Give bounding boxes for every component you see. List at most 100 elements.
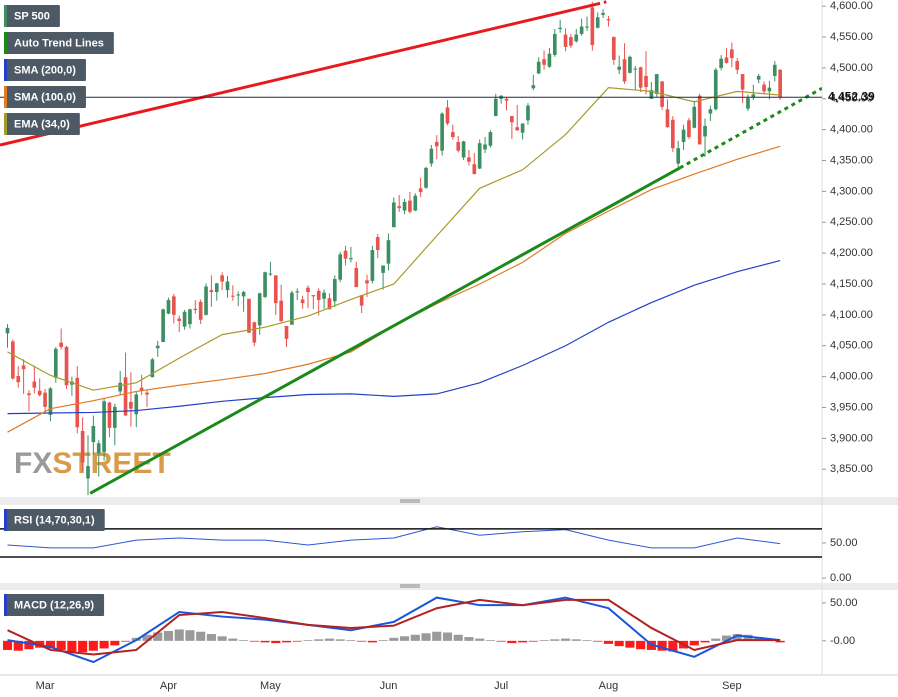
candle-body — [295, 291, 300, 293]
legend-item-box — [4, 113, 80, 135]
candle-body — [327, 298, 332, 310]
indicator-line — [7, 145, 781, 433]
candle-body — [681, 129, 686, 142]
candle-body — [488, 132, 493, 146]
candle-body — [188, 309, 192, 325]
candle-body — [687, 120, 691, 138]
histogram-bar — [700, 640, 710, 643]
legend-item: EMA (34,0) — [4, 113, 80, 135]
histogram-bar — [432, 631, 442, 641]
panel-separator[interactable] — [0, 497, 898, 505]
candle-body — [263, 272, 267, 297]
watermark: FXSTREET — [14, 447, 171, 480]
histogram-bar — [732, 634, 742, 641]
candle-body — [676, 148, 681, 164]
candle-body — [236, 294, 241, 296]
x-tick-label: Jun — [380, 680, 398, 692]
y-tick-label: 4,500.00 — [830, 62, 873, 74]
y-tick-label: 4,150.00 — [830, 278, 873, 290]
legend-item-swatch — [4, 86, 7, 108]
candle-body — [461, 141, 466, 158]
candle-body — [756, 75, 761, 80]
histogram-bar — [110, 640, 120, 646]
histogram-bar — [775, 640, 785, 643]
candle-body — [27, 393, 31, 396]
candle-body — [316, 290, 321, 301]
candle-body — [547, 53, 552, 67]
candle-body — [504, 98, 509, 101]
candle-body — [241, 292, 246, 297]
histogram-bar — [196, 631, 206, 641]
histogram-bar — [24, 640, 34, 650]
candle-body — [617, 66, 622, 70]
candle-body — [231, 295, 235, 297]
histogram-bar — [389, 637, 399, 641]
histogram-bar — [314, 639, 324, 641]
histogram-bar — [281, 640, 292, 643]
panel-title-swatch — [4, 594, 7, 616]
histogram-bar — [636, 640, 646, 650]
candle-body — [284, 325, 289, 339]
candle-body — [703, 125, 707, 137]
histogram-bar — [625, 640, 635, 648]
candle-body — [418, 188, 423, 193]
candle-body — [772, 64, 777, 76]
candle-body — [628, 56, 632, 73]
candle-body — [375, 237, 380, 251]
candle-body — [247, 298, 251, 333]
candle-body — [751, 94, 756, 98]
histogram-bar — [260, 640, 270, 643]
candle-body — [91, 426, 96, 443]
legend-item-text: Auto Trend Lines — [14, 37, 104, 49]
histogram-bar — [657, 640, 667, 651]
legend-item-swatch — [4, 59, 7, 81]
trend-line — [89, 166, 681, 495]
histogram-bar — [560, 638, 571, 641]
candle-body — [569, 37, 573, 46]
histogram-bar — [88, 640, 98, 651]
candle-body — [595, 17, 600, 28]
legend-item-box — [4, 32, 114, 54]
candle-body — [767, 87, 772, 92]
legend-item-text: EMA (34,0) — [14, 118, 70, 130]
candle-body — [708, 109, 713, 114]
candle-body — [75, 377, 80, 428]
candle-body — [220, 275, 224, 282]
candle-body — [96, 443, 101, 454]
candle-body — [493, 98, 498, 117]
histogram-bar — [485, 640, 495, 641]
panel-title-text: MACD (12,26,9) — [14, 599, 94, 611]
legend-item-swatch — [4, 113, 7, 135]
candle-body — [273, 275, 278, 304]
candle-body — [762, 84, 766, 92]
candle-body — [434, 142, 439, 147]
panel-separator[interactable] — [0, 583, 898, 590]
candle-body — [719, 58, 723, 68]
candle-body — [300, 299, 305, 304]
candle-body — [16, 375, 21, 383]
candle-body — [11, 341, 15, 379]
histogram-bar — [442, 632, 453, 641]
y-tick-label: 4,300.00 — [830, 185, 873, 197]
panel-title: MACD (12,26,9) — [4, 594, 105, 616]
legend-item-swatch — [4, 5, 7, 27]
candle-body — [161, 309, 165, 343]
histogram-bar — [475, 638, 485, 641]
y-tick-label: 50.00 — [830, 597, 858, 609]
candle-body — [290, 292, 294, 325]
histogram-bar — [2, 640, 13, 650]
candle-body — [182, 311, 187, 327]
candle-body — [112, 406, 117, 428]
histogram-bar — [518, 640, 528, 643]
candle-body — [155, 345, 160, 349]
histogram-bar — [142, 634, 152, 641]
y-tick-label: 4,100.00 — [830, 309, 873, 321]
candle-body — [370, 250, 375, 281]
histogram-bar — [614, 640, 624, 647]
x-tick-label: Mar — [36, 680, 55, 692]
histogram-bar — [67, 640, 77, 652]
candle-body — [724, 57, 729, 63]
candle-body — [563, 34, 568, 47]
panel-title: RSI (14,70,30,1) — [4, 509, 105, 531]
legend-item-text: SMA (100,0) — [14, 91, 76, 103]
